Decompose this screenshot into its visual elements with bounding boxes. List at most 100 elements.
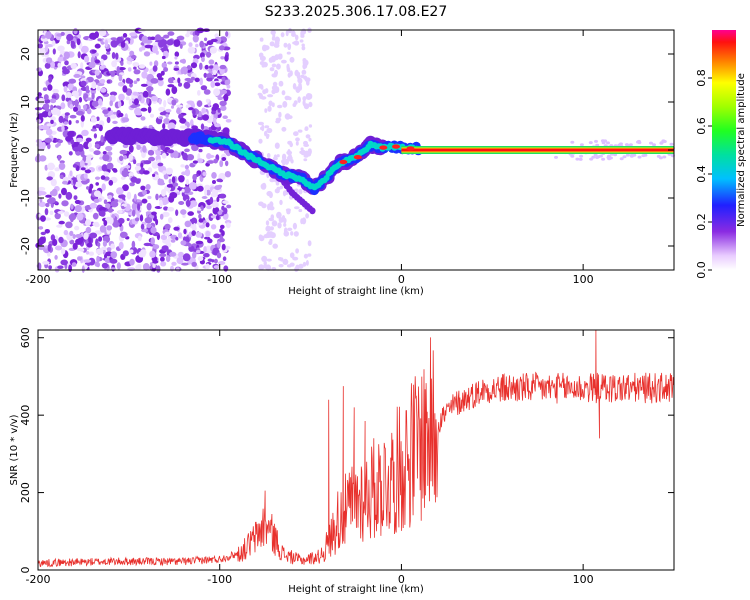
spectrogram-noise-blob — [219, 228, 223, 233]
spectrogram-noise-blob — [161, 245, 169, 252]
spectrogram-noise-blob — [75, 238, 83, 245]
spectrogram-noise-blob — [101, 107, 107, 111]
snr-y-tick-label: 0 — [19, 567, 32, 574]
spectrogram-noise-blob — [302, 261, 307, 267]
spectrogram-noise-blob — [117, 100, 122, 108]
spectrogram-noise-blob — [73, 73, 81, 78]
snr-marks — [37, 329, 674, 568]
spectrogram-noise-blob — [101, 183, 106, 191]
spectrogram-noise-blob — [40, 231, 46, 236]
spectrogram-noise-blob — [122, 184, 129, 192]
spectrogram-noise-blob — [197, 256, 204, 262]
spectrogram-noise-blob — [182, 152, 188, 161]
spectrogram-noise-blob — [90, 128, 98, 132]
spectrogram-noise-blob — [579, 154, 584, 158]
spectrogram-noise-blob — [184, 168, 191, 177]
spectrogram-noise-blob — [83, 259, 92, 263]
spectrogram-noise-blob — [39, 47, 47, 55]
spectrogram-noise-blob — [160, 256, 165, 262]
spectrogram-noise-blob — [174, 61, 179, 65]
spectrogram-noise-blob — [197, 185, 204, 192]
spectrogram-noise-blob — [260, 85, 264, 90]
spectrogram-noise-blob — [588, 141, 593, 145]
spectrogram-noise-blob — [104, 39, 108, 48]
spectrogram-noise-blob — [186, 121, 190, 128]
spectrogram-noise-blob — [171, 176, 176, 184]
spectrogram-noise-blob — [42, 260, 50, 265]
spectrogram-noise-blob — [267, 105, 272, 112]
spectrogram-noise-blob — [152, 45, 158, 54]
spectrogram-noise-blob — [75, 137, 84, 143]
spectrogram-noise-blob — [184, 148, 190, 153]
spectrogram-noise-blob — [59, 174, 64, 179]
spectrogram-noise-blob — [50, 178, 57, 187]
spectrogram-noise-blob — [45, 57, 53, 64]
spectrogram-noise-blob — [109, 91, 118, 96]
spectrogram-noise-blob — [100, 175, 106, 180]
spectrogram-noise-blob — [267, 94, 274, 98]
spectrogram-noise-blob — [163, 44, 168, 51]
spectrogram-noise-blob — [37, 97, 45, 105]
spectrogram-noise-blob — [148, 156, 156, 162]
spectrogram-noise-blob — [160, 189, 167, 197]
spectrogram-noise-blob — [196, 100, 203, 107]
spectrogram-noise-blob — [93, 133, 97, 139]
spectrogram-noise-blob — [223, 94, 229, 102]
spectrogram-noise-blob — [285, 95, 289, 101]
spectrogram-noise-blob — [44, 229, 50, 234]
spectrogram-noise-blob — [122, 85, 128, 93]
spectrogram-noise-blob — [150, 36, 156, 41]
spectrogram-hot-spot — [406, 146, 415, 151]
spectrogram-noise-blob — [64, 60, 69, 66]
spectrogram-noise-blob — [36, 119, 42, 123]
spectrogram-noise-blob — [261, 61, 268, 68]
spectrogram-noise-blob — [173, 226, 180, 231]
snr-x-tick-label: 0 — [398, 573, 405, 586]
spectrogram-noise-blob — [221, 157, 227, 161]
spectrogram-noise-blob — [86, 178, 90, 183]
spectrogram-noise-blob — [204, 188, 208, 197]
spectrogram-noise-blob — [52, 48, 56, 55]
spectrogram-noise-blob — [140, 162, 144, 168]
spectrogram-noise-blob — [140, 185, 146, 191]
spectrogram-noise-blob — [99, 79, 106, 84]
spectrogram-noise-blob — [263, 234, 269, 239]
spectrogram-noise-blob — [54, 255, 58, 260]
spectrogram-noise-blob — [152, 260, 159, 264]
spectrogram-noise-blob — [224, 54, 229, 62]
spectrogram-noise-blob — [284, 113, 291, 120]
spectrogram-y-tick-label: 20 — [19, 47, 32, 61]
spectrogram-noise-blob — [34, 107, 43, 111]
spectrogram-noise-blob — [102, 151, 107, 155]
spectrogram-noise-blob — [132, 62, 140, 67]
spectrogram-noise-blob — [106, 51, 111, 55]
spectrogram-noise-blob — [286, 51, 291, 55]
spectrogram-noise-blob — [72, 242, 78, 250]
spectrogram-noise-blob — [98, 28, 107, 37]
spectrogram-noise-blob — [278, 217, 284, 223]
spectrogram-noise-blob — [293, 100, 298, 105]
spectrogram-noise-blob — [276, 154, 280, 158]
spectrogram-noise-blob — [283, 222, 287, 227]
spectrogram-y-tick-label: 0 — [19, 147, 32, 154]
snr-x-tick-label: 100 — [573, 573, 594, 586]
spectrogram-noise-blob — [206, 51, 211, 58]
spectrogram-noise-blob — [129, 258, 135, 266]
spectrogram-x-tick-label: -100 — [207, 273, 232, 286]
spectrogram-noise-blob — [116, 66, 120, 74]
spectrogram-noise-blob — [187, 211, 194, 216]
spectrogram-noise-blob — [305, 213, 309, 219]
spectrogram-noise-blob — [606, 141, 610, 145]
colorbar-ticks: 0.0 0.2 0.4 0.6 0.8 — [695, 69, 712, 279]
spectrogram-noise-blob — [117, 199, 125, 203]
spectrogram-noise-blob — [116, 262, 121, 270]
spectrogram-hot-spot — [353, 155, 362, 160]
snr-frame — [37, 329, 675, 571]
spectrogram-noise-blob — [187, 46, 196, 54]
spectrogram-noise-blob — [118, 217, 125, 224]
spectrogram-noise-blob — [63, 229, 69, 236]
spectrogram-noise-blob — [266, 171, 270, 179]
spectrogram-noise-blob — [80, 45, 89, 54]
spectrogram-noise-blob — [146, 97, 150, 105]
spectrogram-noise-blob — [305, 260, 309, 266]
